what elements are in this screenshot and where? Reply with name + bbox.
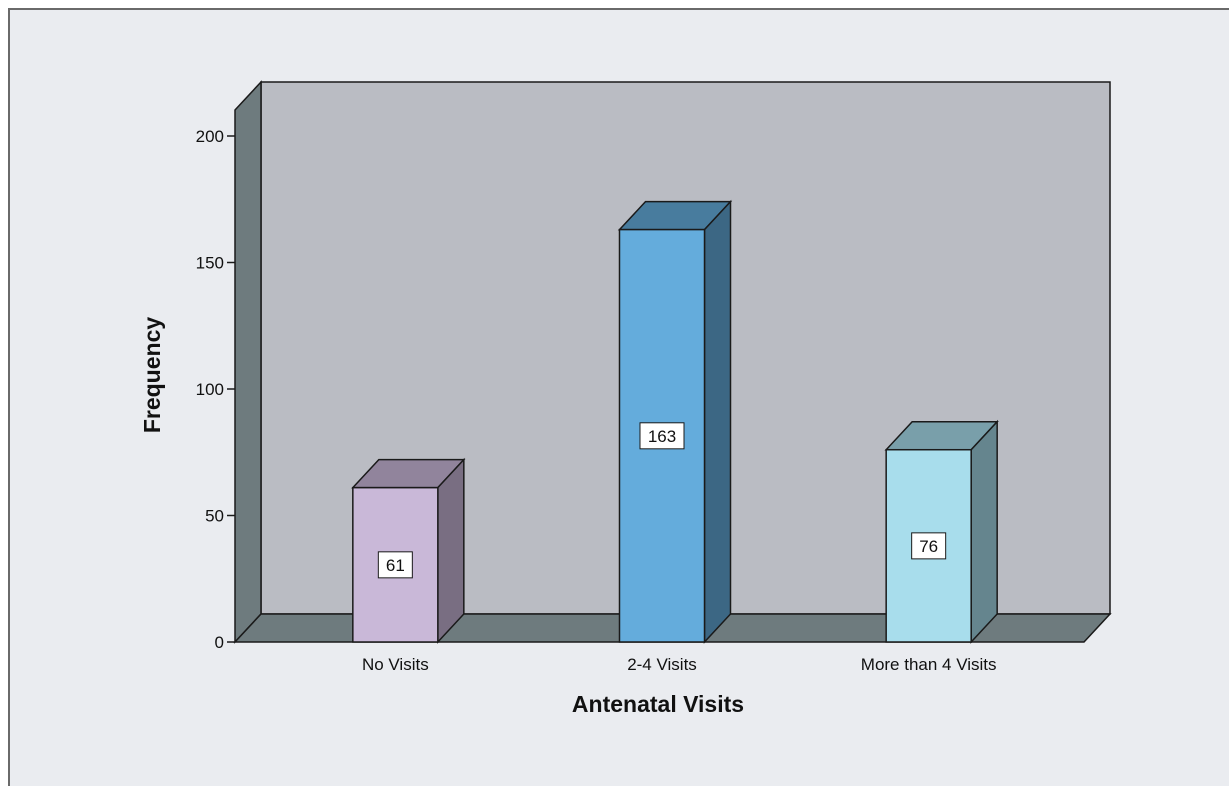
y-tick-label: 200	[196, 127, 224, 146]
y-tick-label: 50	[205, 507, 224, 526]
bar: 61	[351, 457, 466, 644]
data-label: 76	[919, 537, 938, 556]
x-tick-label: 2-4 Visits	[627, 655, 697, 674]
y-tick-label: 150	[196, 254, 224, 273]
plot-left-wall	[234, 80, 262, 644]
x-tick-label: No Visits	[362, 655, 429, 674]
y-axis-title: Frequency	[139, 317, 165, 434]
data-label: 61	[386, 556, 405, 575]
x-axis: No Visits 2-4 Visits More than 4 Visits	[362, 655, 997, 674]
y-tick-label: 100	[196, 380, 224, 399]
bar-side-face	[703, 199, 732, 644]
bar: 76	[884, 419, 999, 644]
data-label-box	[377, 551, 413, 579]
y-tick-label: 0	[215, 633, 224, 652]
x-axis-title: Antenatal Visits	[572, 691, 744, 717]
data-label-box	[911, 532, 947, 560]
y-axis: 0 50 100 150 200	[196, 127, 235, 652]
data-label-box	[639, 422, 685, 450]
x-tick-label: More than 4 Visits	[861, 655, 997, 674]
bar-side-face	[437, 457, 465, 644]
bar-side-face	[970, 419, 998, 644]
bar: 163	[617, 199, 733, 644]
data-label: 163	[648, 427, 676, 446]
bars-group: 61 163 76	[351, 199, 999, 644]
